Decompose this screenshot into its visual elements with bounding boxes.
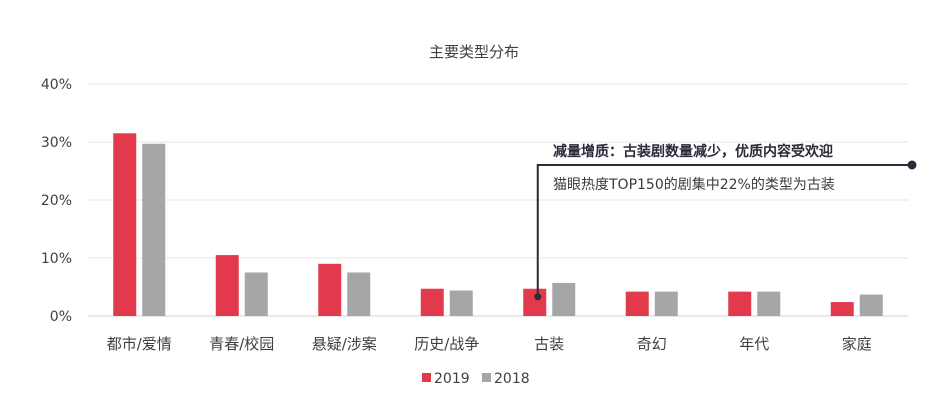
annotation-connector bbox=[536, 164, 912, 297]
x-category-label: 古装 bbox=[534, 335, 564, 353]
bar-2018-5 bbox=[654, 291, 678, 316]
x-category-label: 青春/校园 bbox=[209, 335, 274, 353]
y-tick-label: 10% bbox=[41, 251, 72, 267]
x-category-label: 年代 bbox=[739, 335, 769, 353]
x-category-label: 家庭 bbox=[842, 335, 872, 353]
legend-label: 2019 bbox=[434, 371, 470, 387]
annotation-marker-dot bbox=[534, 293, 542, 301]
gridlines bbox=[88, 83, 908, 317]
legend-swatch bbox=[482, 373, 491, 382]
x-category-label: 悬疑/涉案 bbox=[312, 335, 377, 353]
bar-2019-0 bbox=[113, 133, 137, 316]
x-category-label: 历史/战争 bbox=[414, 335, 479, 353]
y-axis-ticks: 0% 10% 20% 30% 40% bbox=[41, 77, 72, 325]
bar-2019-5 bbox=[625, 291, 649, 316]
y-tick-label: 40% bbox=[41, 77, 72, 93]
bar-2019-3 bbox=[420, 288, 444, 316]
legend-swatch bbox=[422, 373, 431, 382]
bar-2019-2 bbox=[318, 263, 342, 316]
legend-label: 2018 bbox=[494, 371, 530, 387]
annotation-headline: 减量增质：古装剧数量减少，优质内容受欢迎 bbox=[553, 143, 833, 160]
bar-2019-6 bbox=[728, 291, 752, 316]
bar-2018-3 bbox=[449, 290, 473, 316]
bar-2019-7 bbox=[830, 302, 854, 316]
annotation-detail: 猫眼热度TOP150的剧集中22%的类型为古装 bbox=[553, 176, 835, 193]
y-tick-label: 0% bbox=[50, 309, 72, 325]
x-category-label: 都市/爱情 bbox=[107, 335, 172, 353]
annotation-end-dot bbox=[907, 160, 917, 170]
bar-2018-7 bbox=[859, 294, 883, 316]
chart-title: 主要类型分布 bbox=[429, 43, 519, 61]
legend: 2019 2018 bbox=[422, 371, 530, 387]
bar-2018-1 bbox=[244, 272, 268, 316]
y-tick-label: 30% bbox=[41, 135, 72, 151]
y-tick-label: 20% bbox=[41, 193, 72, 209]
bars bbox=[113, 133, 883, 316]
x-category-label: 奇幻 bbox=[637, 335, 667, 353]
bar-2018-2 bbox=[347, 272, 371, 316]
bar-2018-6 bbox=[757, 291, 781, 316]
annotation: 减量增质：古装剧数量减少，优质内容受欢迎 猫眼热度TOP150的剧集中22%的类… bbox=[534, 143, 917, 301]
bar-2019-4 bbox=[523, 288, 547, 316]
x-axis-categories: 都市/爱情 青春/校园 悬疑/涉案 历史/战争 古装 奇幻 年代 家庭 bbox=[107, 335, 872, 353]
bar-2018-4 bbox=[552, 282, 576, 316]
bar-2018-0 bbox=[142, 143, 166, 316]
bar-2019-1 bbox=[215, 255, 239, 316]
